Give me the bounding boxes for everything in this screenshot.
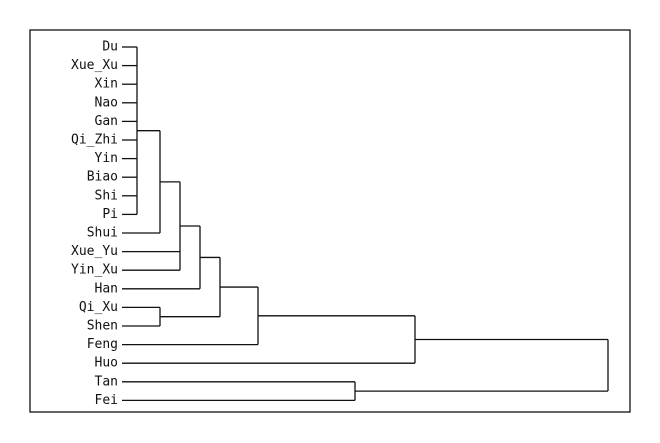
leaf-label: Qi_Xu: [79, 300, 118, 315]
leaf-label: Shi: [95, 188, 118, 203]
leaf-label: Biao: [87, 170, 118, 185]
leaf-label: Nao: [95, 95, 118, 110]
leaf-label: Huo: [95, 356, 118, 371]
frame: [29, 29, 631, 413]
leaf-label: Tan: [95, 374, 118, 389]
leaf-label: Pi: [102, 207, 118, 222]
leaf-label: Qi_Zhi: [71, 133, 118, 148]
leaf-label: Fei: [95, 393, 118, 408]
leaf-label: Yin_Xu: [71, 263, 118, 278]
leaf-label: Gan: [95, 114, 118, 129]
leaf-label: Xue_Yu: [71, 244, 118, 259]
leaf-label: Xue_Xu: [71, 58, 118, 73]
leaf-label: Yin: [95, 151, 118, 166]
leaf-label: Han: [95, 281, 118, 296]
leaf-label: Du: [102, 40, 118, 55]
leaf-label: Feng: [87, 337, 118, 352]
leaf-label: Shui: [87, 226, 118, 241]
leaf-label: Xin: [95, 77, 118, 92]
leaf-label: Shen: [87, 319, 118, 334]
